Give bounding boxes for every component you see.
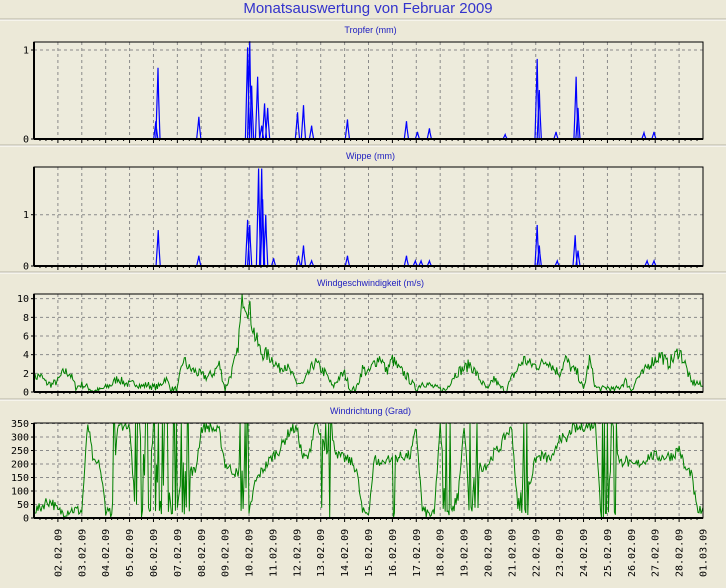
rain-peak [196,255,202,267]
rain-peak [270,258,277,267]
x-tick-label: 02.02.09 [53,529,64,577]
x-tick-label: 24.02.09 [579,529,590,577]
y-tick-label: 6 [23,332,29,343]
x-tick-label: 09.02.09 [221,529,232,577]
rain-peak [155,230,161,267]
y-tick-label: 300 [11,433,29,444]
rain-peak [246,224,253,267]
y-tick-label: 150 [11,473,29,484]
x-tick-label: 22.02.09 [531,529,542,577]
x-tick-label: 17.02.09 [412,529,423,577]
rain-peak [254,76,261,140]
y-tick-label: 200 [11,460,29,471]
rain-peak [553,131,559,140]
rain-peak [414,131,421,140]
y-tick-label: 10 [17,294,29,305]
y-tick-label: 4 [23,350,29,361]
rain-peak [651,259,657,267]
y-tick-label: 0 [23,514,29,525]
panel-title: Wippe (mm) [346,151,395,161]
y-tick-label: 100 [11,487,29,498]
rain-peak [534,224,540,267]
x-tick-label: 08.02.09 [197,529,208,577]
rain-peak [426,128,433,140]
x-tick-label: 21.02.09 [507,529,518,577]
panel-title: Windrichtung (Grad) [330,406,411,416]
rain-peak [403,121,410,140]
panel-4: Windrichtung (Grad) 0 50 100 150 200 250 300 350 [11,406,704,525]
y-tick-label: 0 [23,135,29,146]
x-tick-label: 26.02.09 [627,529,638,577]
rain-peak [259,199,266,267]
rain-peak [294,112,301,140]
x-tick-label: 05.02.09 [125,529,136,577]
rain-peak [155,67,161,140]
x-tick-label: 28.02.09 [675,529,686,577]
rain-peak [641,130,647,140]
panel-title: Windgeschwindigkeit (m/s) [317,278,424,288]
rain-peak [403,255,410,267]
x-tick-label: 06.02.09 [149,529,160,577]
x-tick-label: 19.02.09 [460,529,471,577]
y-tick-label: 50 [17,500,29,511]
rain-peak [644,259,650,267]
x-tick-label: 16.02.09 [388,529,399,577]
rain-peak [295,255,302,267]
rain-peak [426,259,432,267]
panel-1: Tropfer (mm) 0 1 [0,25,726,147]
rain-peak [554,259,560,267]
rain-peak [536,245,542,267]
rain-peak [572,235,578,267]
rain-peak [255,168,262,267]
panel-2: Wippe (mm) 0 1 [0,151,726,274]
y-tick-label: 1 [23,46,29,57]
rain-peak [536,90,542,140]
rain-peak [308,125,315,140]
x-tick-label: 03.02.09 [77,529,88,577]
y-tick-label: 250 [11,446,29,457]
rain-peak [344,255,351,267]
data-line [33,293,703,394]
rain-peak [196,116,202,140]
rain-peak [502,132,508,140]
x-tick-label: 10.02.09 [245,529,256,577]
y-tick-label: 1 [23,210,29,221]
y-tick-label: 350 [11,419,29,430]
y-tick-label: 0 [23,262,29,273]
y-tick-label: 8 [23,313,29,324]
rain-peak [248,85,255,140]
x-tick-label: 27.02.09 [651,529,662,577]
x-tick-label: 01.03.09 [699,529,710,577]
rain-peak [575,250,581,267]
rain-peak [300,105,307,140]
y-tick-label: 0 [23,388,29,399]
x-tick-label: 11.02.09 [268,529,279,577]
rain-peak [264,107,271,140]
rain-peak [261,103,268,140]
rain-peak [412,259,418,267]
chart-title: Monatsauswertung von Februar 2009 [243,0,492,17]
x-tick-label: 23.02.09 [555,529,566,577]
x-tick-label: 13.02.09 [316,529,327,577]
panel-title: Tropfer (mm) [344,25,396,35]
x-tick-label: 07.02.09 [173,529,184,577]
x-tick-label: 18.02.09 [436,529,447,577]
rain-peak [575,107,581,140]
x-tick-label: 12.02.09 [292,529,303,577]
rain-peak [344,119,351,140]
x-tick-label: 14.02.09 [340,529,351,577]
x-tick-label: 20.02.09 [483,529,494,577]
rain-peak [300,245,307,267]
rain-peak [262,214,269,267]
x-tick-label: 25.02.09 [603,529,614,577]
rain-peak [418,259,424,267]
x-tick-label: 15.02.09 [364,529,375,577]
rain-peak [651,131,657,140]
panel-3: Windgeschwindigkeit (m/s) 0 2 4 6 8 10 [0,278,726,401]
rain-peak [308,259,315,267]
x-tick-label: 04.02.09 [101,529,112,577]
y-tick-label: 2 [23,369,29,380]
